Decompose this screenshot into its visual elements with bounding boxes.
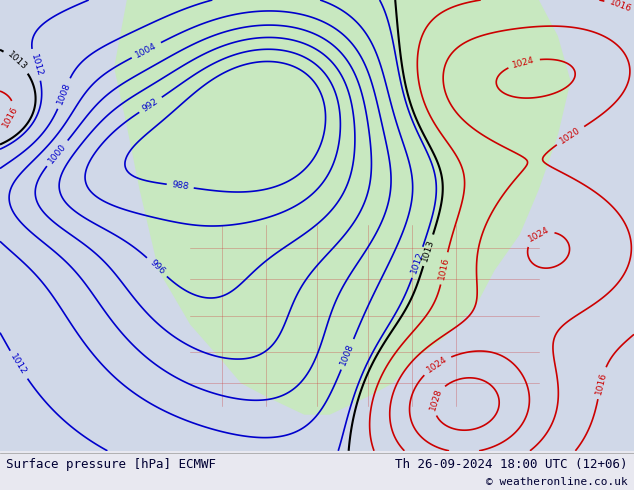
Text: 1008: 1008 (55, 81, 72, 106)
Text: 992: 992 (141, 97, 160, 113)
Text: 996: 996 (148, 258, 166, 276)
Text: 1016: 1016 (594, 371, 609, 395)
Polygon shape (114, 0, 571, 415)
Text: Surface pressure [hPa] ECMWF: Surface pressure [hPa] ECMWF (6, 458, 216, 471)
Text: Th 26-09-2024 18:00 UTC (12+06): Th 26-09-2024 18:00 UTC (12+06) (395, 458, 628, 471)
Text: 1004: 1004 (134, 41, 158, 59)
Text: 1020: 1020 (559, 125, 583, 146)
Text: 1024: 1024 (425, 355, 449, 375)
Text: 1028: 1028 (428, 387, 443, 412)
Text: 1012: 1012 (410, 250, 425, 274)
Text: © weatheronline.co.uk: © weatheronline.co.uk (486, 477, 628, 487)
Text: 1024: 1024 (512, 55, 536, 70)
Text: 1013: 1013 (6, 50, 29, 72)
Text: 1013: 1013 (420, 238, 436, 263)
Text: 1000: 1000 (46, 142, 68, 165)
Text: 1008: 1008 (339, 342, 356, 367)
Text: 1016: 1016 (437, 256, 451, 281)
Text: 1012: 1012 (29, 52, 44, 77)
Text: 988: 988 (171, 180, 190, 192)
Text: 1012: 1012 (9, 353, 29, 377)
Text: 1016: 1016 (1, 104, 20, 129)
Text: 1024: 1024 (526, 225, 551, 244)
Text: 1016: 1016 (608, 0, 633, 14)
Polygon shape (393, 23, 482, 90)
